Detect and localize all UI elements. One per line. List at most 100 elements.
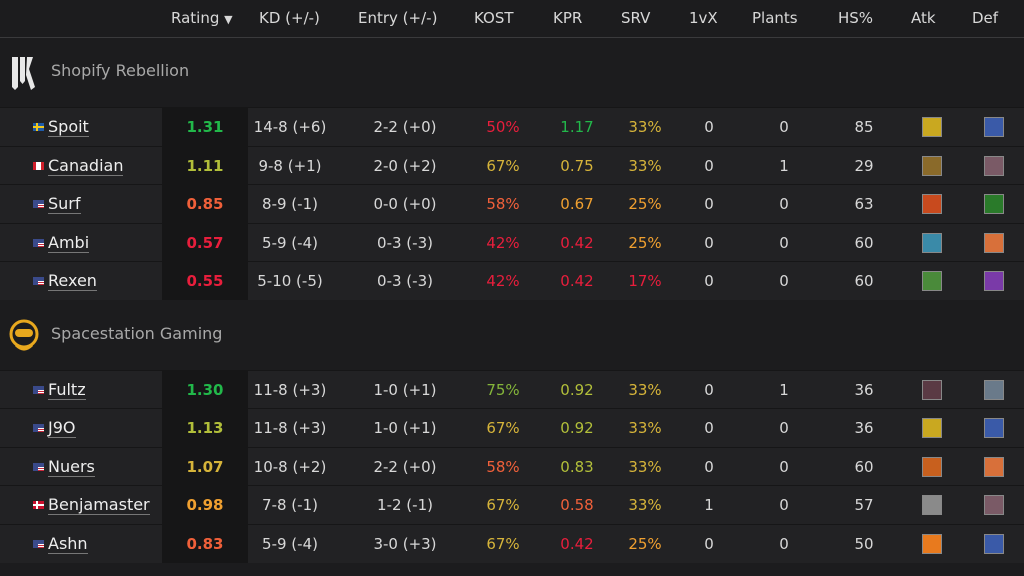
cell-entry: 0-3 (-3) (377, 272, 433, 290)
attacker-operator-icon (922, 232, 942, 253)
team-name: Spacestation Gaming (51, 323, 223, 343)
cell-rating: 0.98 (186, 496, 224, 514)
player-link[interactable]: Fultz (48, 379, 86, 400)
player-link[interactable]: Benjamaster (48, 495, 150, 515)
col-hs[interactable]: HS% (838, 9, 874, 27)
team-name: Shopify Rebellion (51, 61, 190, 80)
cell-plants: 0 (779, 233, 789, 252)
player-link[interactable]: J9O (48, 418, 76, 438)
cell-plants: 1 (779, 380, 789, 399)
col-srv[interactable]: SRV (621, 9, 651, 27)
cell-kost: 58% (486, 457, 520, 476)
col-kpr[interactable]: KPR (553, 9, 583, 27)
cell-kpr: 0.83 (560, 457, 594, 476)
player-link[interactable]: Ashn (48, 533, 88, 554)
cell-plants: 0 (779, 534, 789, 553)
caret-down-icon: ▼ (224, 13, 233, 26)
rating-column-bg (162, 524, 248, 563)
cell-kost: 42% (486, 272, 520, 290)
flag-us-icon (33, 238, 44, 247)
table-row: Spoit 1.31 14-8 (+6) 2-2 (+0) 50% 1.17 33% 0 0 85 (0, 107, 1024, 146)
player-link[interactable]: Ambi (48, 232, 90, 253)
cell-rating: 1.30 (186, 380, 224, 399)
cell-entry: 3-0 (+3) (373, 534, 437, 553)
cell-kd: 11-8 (+3) (253, 419, 327, 437)
rating-column-bg (162, 447, 248, 486)
cell-hs: 50 (854, 534, 874, 553)
rating-column-bg (162, 185, 248, 223)
player-link[interactable]: Rexen (48, 271, 97, 291)
cell-hs: 63 (854, 195, 874, 213)
cell-plants: 0 (779, 457, 789, 476)
attacker-operator-icon (922, 418, 942, 438)
cell-srv: 33% (628, 496, 662, 514)
col-kd[interactable]: KD (+/-) (259, 9, 320, 27)
cell-kd: 5-10 (-5) (257, 272, 323, 290)
col-def[interactable]: Def (972, 9, 999, 27)
rating-column-bg (162, 223, 248, 262)
cell-plants: 0 (779, 419, 789, 437)
col-kost[interactable]: KOST (474, 9, 514, 27)
rating-column-bg (162, 409, 248, 447)
cell-kd: 5-9 (-4) (262, 534, 318, 553)
cell-kpr: 0.58 (560, 496, 594, 514)
cell-hs: 60 (854, 233, 874, 252)
attacker-operator-icon (922, 456, 942, 477)
cell-entry: 2-2 (+0) (373, 457, 437, 476)
defender-operator-icon (984, 232, 1004, 253)
cell-kpr: 0.42 (560, 233, 594, 252)
attacker-operator-icon (922, 155, 942, 176)
cell-1vx: 0 (704, 380, 714, 399)
cell-entry: 2-0 (+2) (373, 156, 437, 175)
cell-srv: 25% (628, 233, 662, 252)
cell-1vx: 0 (704, 233, 714, 252)
player-link[interactable]: Surf (48, 194, 81, 214)
table-header: Rating ▼ KD (+/-) Entry (+/-) KOST KPR S… (0, 0, 1024, 38)
defender-operator-icon (984, 495, 1004, 515)
cell-1vx: 0 (704, 419, 714, 437)
defender-operator-icon (984, 194, 1004, 214)
defender-operator-icon (984, 271, 1004, 291)
cell-rating: 0.85 (186, 195, 224, 213)
rating-column-bg (162, 108, 248, 146)
cell-1vx: 0 (704, 118, 714, 136)
player-link[interactable]: Nuers (48, 456, 95, 477)
cell-hs: 60 (854, 457, 874, 476)
cell-kd: 11-8 (+3) (253, 380, 327, 399)
flag-us-icon (33, 424, 44, 432)
cell-entry: 1-2 (-1) (377, 496, 433, 514)
cell-hs: 36 (854, 380, 874, 399)
cell-kost: 42% (486, 233, 520, 252)
col-rating[interactable]: Rating ▼ (171, 9, 233, 27)
player-link[interactable]: Canadian (48, 155, 124, 176)
table-row: Benjamaster 0.98 7-8 (-1) 1-2 (-1) 67% 0.58 33… (0, 485, 1024, 524)
cell-plants: 0 (779, 496, 789, 514)
defender-operator-icon (984, 155, 1004, 176)
col-1vx[interactable]: 1vX (689, 9, 718, 27)
flag-ca-icon (33, 161, 44, 170)
cell-srv: 33% (628, 118, 662, 136)
cell-entry: 1-0 (+1) (373, 380, 437, 399)
flag-us-icon (33, 385, 44, 394)
cell-rating: 0.57 (186, 233, 224, 252)
cell-kpr: 0.67 (560, 195, 594, 213)
col-entry[interactable]: Entry (+/-) (358, 9, 438, 27)
flag-dk-icon (33, 501, 44, 509)
flag-se-icon (33, 123, 44, 131)
col-atk[interactable]: Atk (911, 9, 936, 27)
cell-srv: 25% (628, 195, 662, 213)
cell-srv: 25% (628, 534, 662, 553)
cell-1vx: 0 (704, 534, 714, 553)
cell-hs: 85 (854, 118, 874, 136)
cell-kd: 14-8 (+6) (253, 118, 327, 136)
attacker-operator-icon (922, 533, 942, 554)
player-link[interactable]: Spoit (48, 117, 89, 137)
cell-srv: 33% (628, 156, 662, 175)
cell-1vx: 0 (704, 156, 714, 175)
col-plants[interactable]: Plants (752, 9, 798, 27)
cell-rating: 0.55 (186, 272, 224, 290)
cell-kpr: 0.92 (560, 419, 594, 437)
cell-srv: 33% (628, 380, 662, 399)
flag-us-icon (33, 200, 44, 208)
cell-entry: 0-3 (-3) (377, 233, 433, 252)
